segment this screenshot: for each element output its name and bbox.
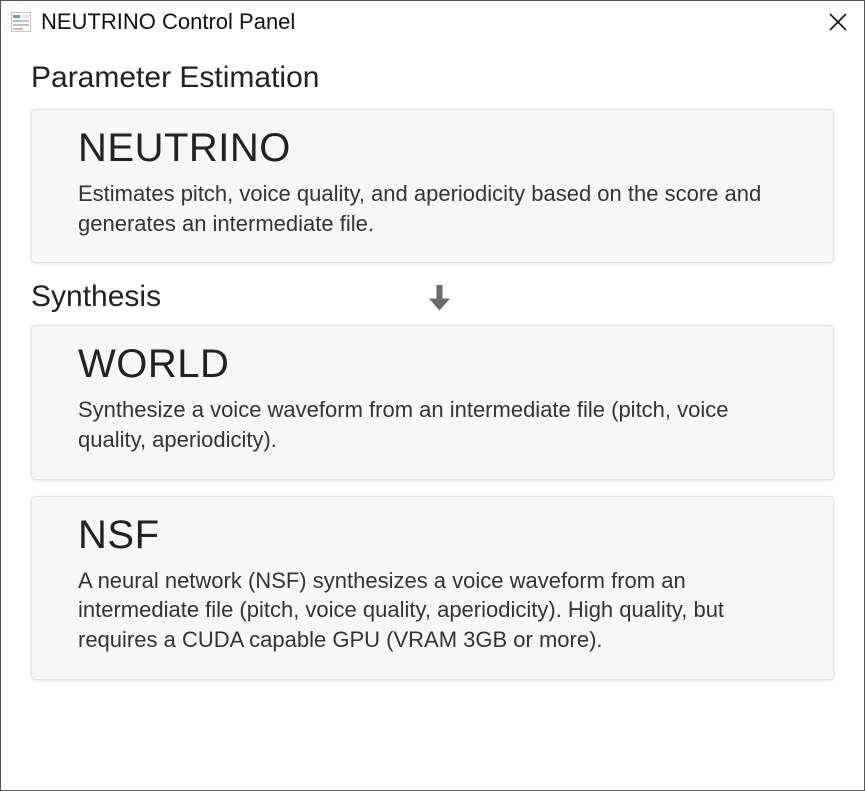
card-world[interactable]: WORLD Synthesize a voice waveform from a… [31,325,834,479]
section-heading-synthesis: Synthesis [31,280,161,314]
card-neutrino[interactable]: NEUTRINO Estimates pitch, voice quality,… [31,109,834,263]
app-icon [11,12,31,32]
window: NEUTRINO Control Panel Parameter Estimat… [0,0,865,791]
card-desc-nsf: A neural network (NSF) synthesizes a voi… [78,566,793,655]
content-area: Parameter Estimation NEUTRINO Estimates … [1,43,864,790]
card-title-world: WORLD [78,342,793,387]
card-desc-neutrino: Estimates pitch, voice quality, and aper… [78,179,793,238]
window-title: NEUTRINO Control Panel [41,9,812,35]
card-desc-world: Synthesize a voice waveform from an inte… [78,395,793,454]
card-title-neutrino: NEUTRINO [78,126,793,171]
card-nsf[interactable]: NSF A neural network (NSF) synthesizes a… [31,496,834,680]
synthesis-heading-row: Synthesis [31,279,834,315]
arrow-down-icon [161,279,834,315]
card-title-nsf: NSF [78,513,793,558]
close-icon [829,13,847,31]
section-heading-parameter-estimation: Parameter Estimation [31,61,834,95]
close-button[interactable] [812,1,864,43]
titlebar: NEUTRINO Control Panel [1,1,864,43]
